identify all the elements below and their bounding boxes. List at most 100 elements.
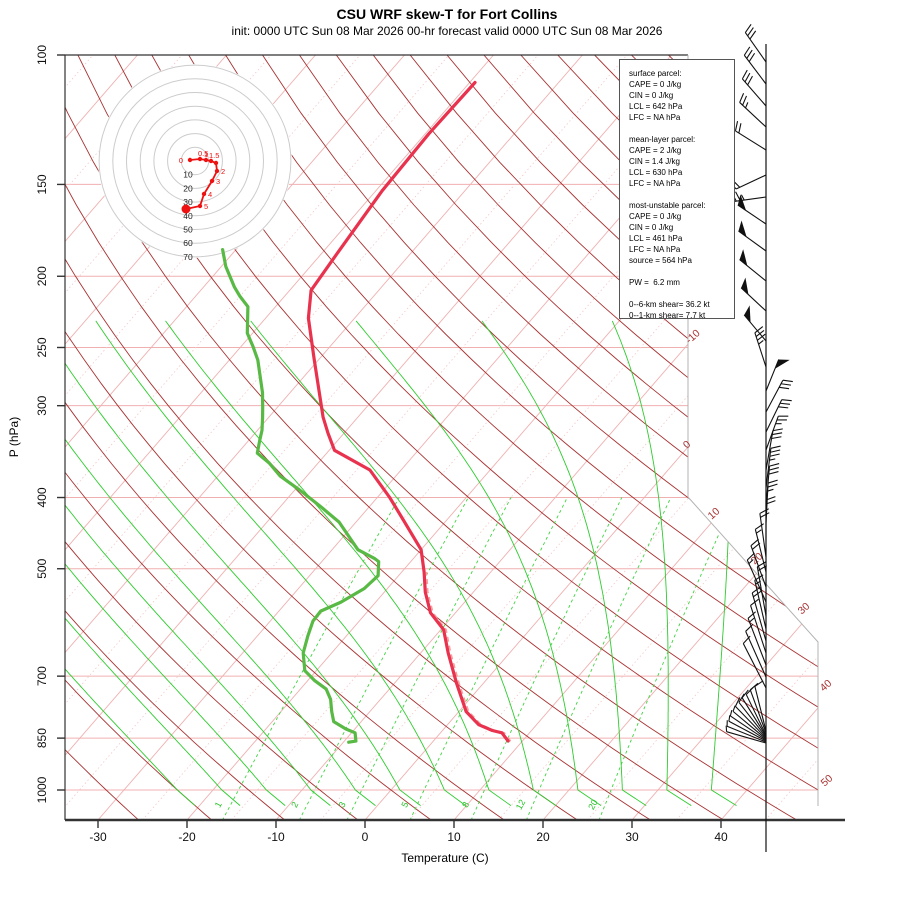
barb-staff [749,689,767,734]
dry-adiabat [77,55,818,820]
barb-full-tick [767,483,778,488]
barb-full-tick [770,445,781,449]
hodograph-trace-point [197,203,203,209]
wind-barb [751,586,767,642]
wind-barb [740,277,767,312]
dry-adiabat [262,55,818,820]
mixing-ratio-line [470,497,623,820]
barb-full-tick [745,686,754,695]
temperature-curve [306,80,510,743]
isotherm-lines [0,55,818,820]
parcel-info-box: surface parcel: CAPE = 0 J/kg CIN = 0 J/… [619,59,735,320]
barb-full-tick [738,123,742,134]
barb-staff [739,102,767,128]
barb-half-tick [745,102,749,109]
hodograph-ring-label: 70 [183,252,193,262]
wind-barb [745,623,767,678]
y-tick-label: 250 [35,337,49,357]
barb-full-tick [746,49,753,59]
barb-full-tick [745,623,754,632]
isotherm-line [587,55,818,820]
barb-half-tick [767,488,774,492]
hodograph-ring [112,78,278,244]
dry-adiabat [335,55,818,820]
isotherm-line [65,55,94,820]
barb-full-tick [750,538,759,547]
y-tick-label: 300 [35,395,49,415]
barb-full-tick [771,436,782,440]
barb-staff [744,32,767,63]
hodograph-trace-point [201,191,207,197]
barb-half-tick [758,340,764,345]
mixing-ratio-line [525,497,672,820]
infobox-line: CIN = 1.4 J/kg [629,157,680,166]
barb-half-tick [755,580,761,585]
y-tick-label: 150 [35,174,49,194]
barb-full-tick [772,432,783,436]
barb-half-tick [732,705,736,712]
wind-barb [746,552,767,603]
x-tick-label: 20 [536,830,550,844]
wind-barb [765,415,789,451]
barb-full-tick [734,697,741,707]
mixing-ratio-label: 2 [289,800,300,809]
wind-barb [738,220,767,252]
hodograph-height-label: 5 [204,202,208,211]
dry-adiabat [151,55,818,820]
hodograph-ring [98,64,292,258]
isotherm-line [65,55,672,820]
infobox-line: mean-layer parcel: [629,135,696,144]
isotherm-line [0,55,48,820]
x-tick-label: -10 [267,830,285,844]
barb-full-tick [754,574,764,581]
barb-full-tick [744,72,751,83]
infobox-line [629,123,734,134]
barb-pennant [737,194,747,211]
barb-half-tick [769,458,776,461]
sounding-curves [221,80,512,744]
isotherm-line [631,55,818,820]
barb-full-tick [765,496,776,501]
infobox-line: LCL = 630 hPa [629,168,683,177]
infobox-line [629,288,734,299]
wind-barb [732,705,767,740]
moist-adiabat [250,320,557,806]
barb-full-tick [751,542,761,550]
hodograph-ring-label: 40 [183,211,193,221]
isotherm-label: 40 [818,677,835,694]
barb-staff [746,559,767,603]
wind-barb [765,496,776,540]
hodograph-trace-point [209,178,215,184]
mixing-ratio-label: 3 [337,800,348,809]
wind-barb [739,249,767,282]
barb-pennant [744,305,751,323]
barb-full-tick [749,30,757,40]
infobox-line: 0--6-km shear= 36.2 kt [629,300,710,309]
axis-ticks: -30 -20 -10 0 10 20 30 401001502002503004005007… [35,45,728,844]
y-tick-label: 1000 [35,776,49,803]
barb-staff [743,54,767,85]
barb-staff [754,686,767,732]
wind-barb [765,379,793,413]
barb-full-tick [750,598,759,606]
barb-staff [735,130,767,151]
isotherm-line [65,55,717,820]
hodograph-trace-point [203,157,209,163]
barb-full-tick [780,383,792,386]
hodograph-trace [185,158,218,210]
x-tick-label: 30 [625,830,639,844]
barb-full-tick [769,453,780,457]
barb-full-tick [747,75,753,86]
isotherm-line [542,55,818,820]
wind-barb [765,428,783,471]
barb-staff [741,78,767,107]
barb-staff [735,174,767,190]
moist-adiabat [165,320,512,806]
hodograph-trace-point [181,204,191,214]
wind-barb [754,523,767,573]
infobox-line: CIN = 0 J/kg [629,91,674,100]
dry-adiabat [65,55,725,820]
barb-full-tick [738,693,745,703]
barb-staff [765,379,784,413]
